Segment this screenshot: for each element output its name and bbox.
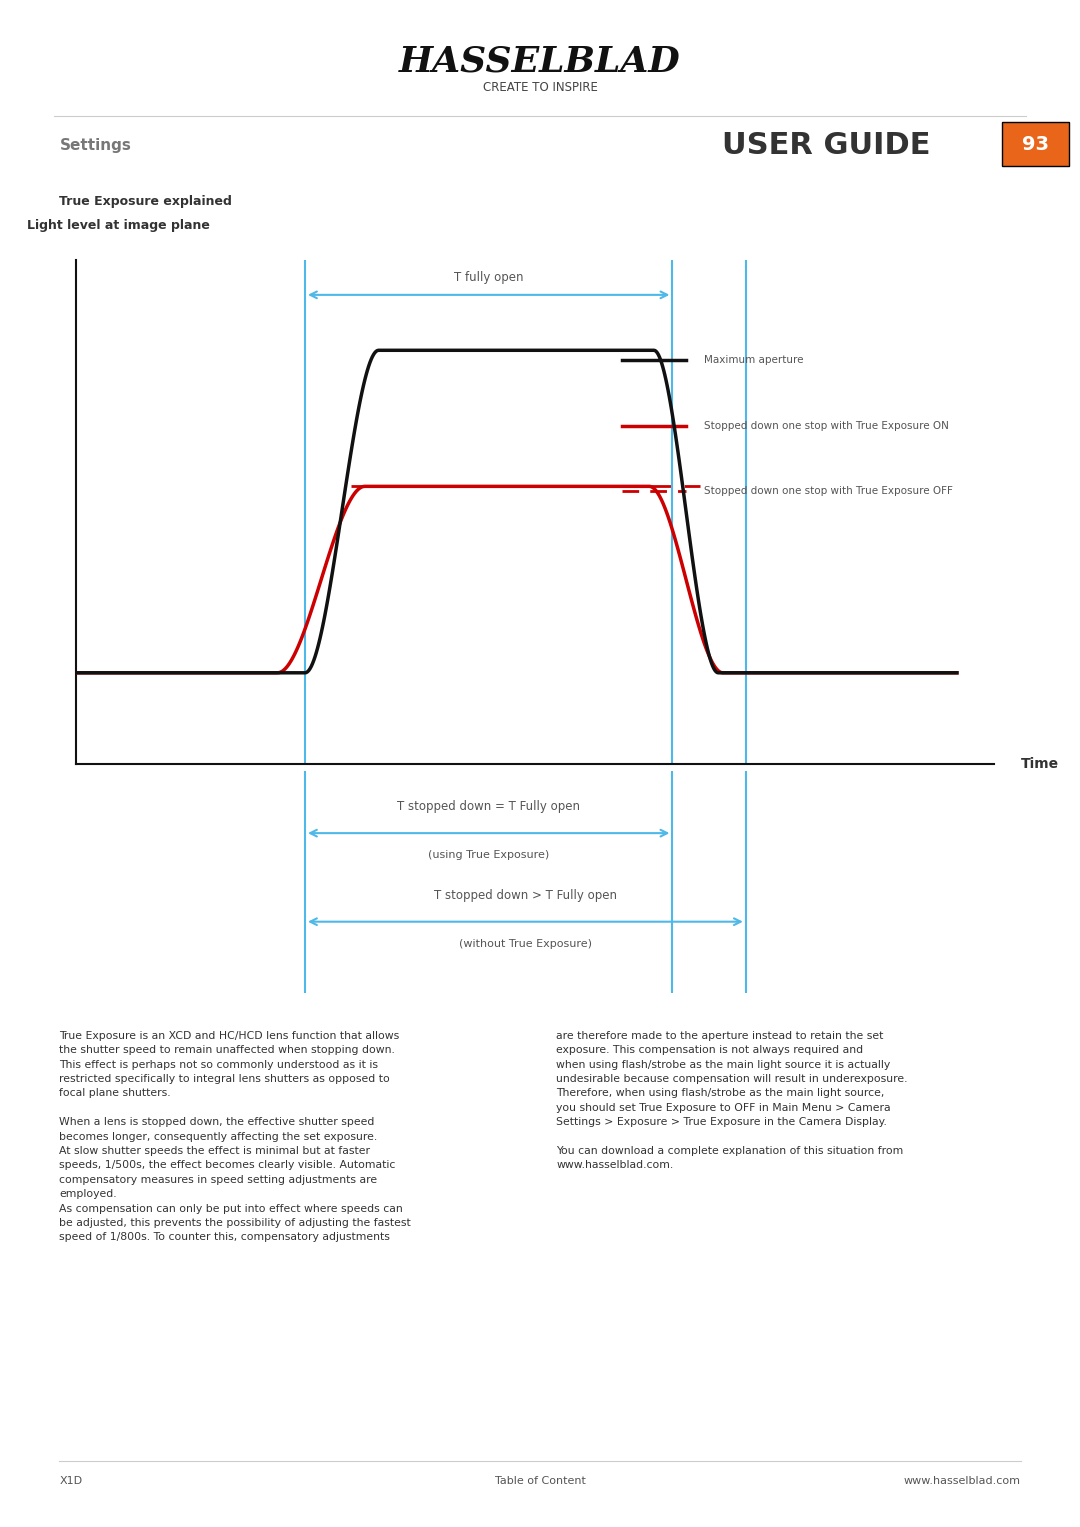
Text: Time: Time [1022,756,1059,771]
Text: X1D: X1D [59,1477,82,1486]
Text: Light level at image plane: Light level at image plane [27,218,210,232]
Text: 93: 93 [1022,134,1050,154]
Text: Maximum aperture: Maximum aperture [704,356,804,365]
Text: Settings: Settings [59,137,132,153]
Text: www.hasselblad.com: www.hasselblad.com [904,1477,1021,1486]
Text: Stopped down one stop with True Exposure OFF: Stopped down one stop with True Exposure… [704,487,954,496]
Text: USER GUIDE: USER GUIDE [723,131,931,159]
Text: T fully open: T fully open [454,270,524,284]
Text: HASSELBLAD: HASSELBLAD [400,44,680,78]
Text: (without True Exposure): (without True Exposure) [459,939,592,948]
Text: (using True Exposure): (using True Exposure) [428,851,550,860]
Text: T stopped down = T Fully open: T stopped down = T Fully open [397,800,580,812]
Text: are therefore made to the aperture instead to retain the set
exposure. This comp: are therefore made to the aperture inste… [556,1031,907,1170]
Text: T stopped down > T Fully open: T stopped down > T Fully open [434,889,617,901]
Text: Table of Content: Table of Content [495,1477,585,1486]
Text: Stopped down one stop with True Exposure ON: Stopped down one stop with True Exposure… [704,421,949,431]
Text: True Exposure is an XCD and HC/HCD lens function that allows
the shutter speed t: True Exposure is an XCD and HC/HCD lens … [59,1031,411,1243]
Text: True Exposure explained: True Exposure explained [59,195,232,208]
Text: CREATE TO INSPIRE: CREATE TO INSPIRE [483,81,597,93]
